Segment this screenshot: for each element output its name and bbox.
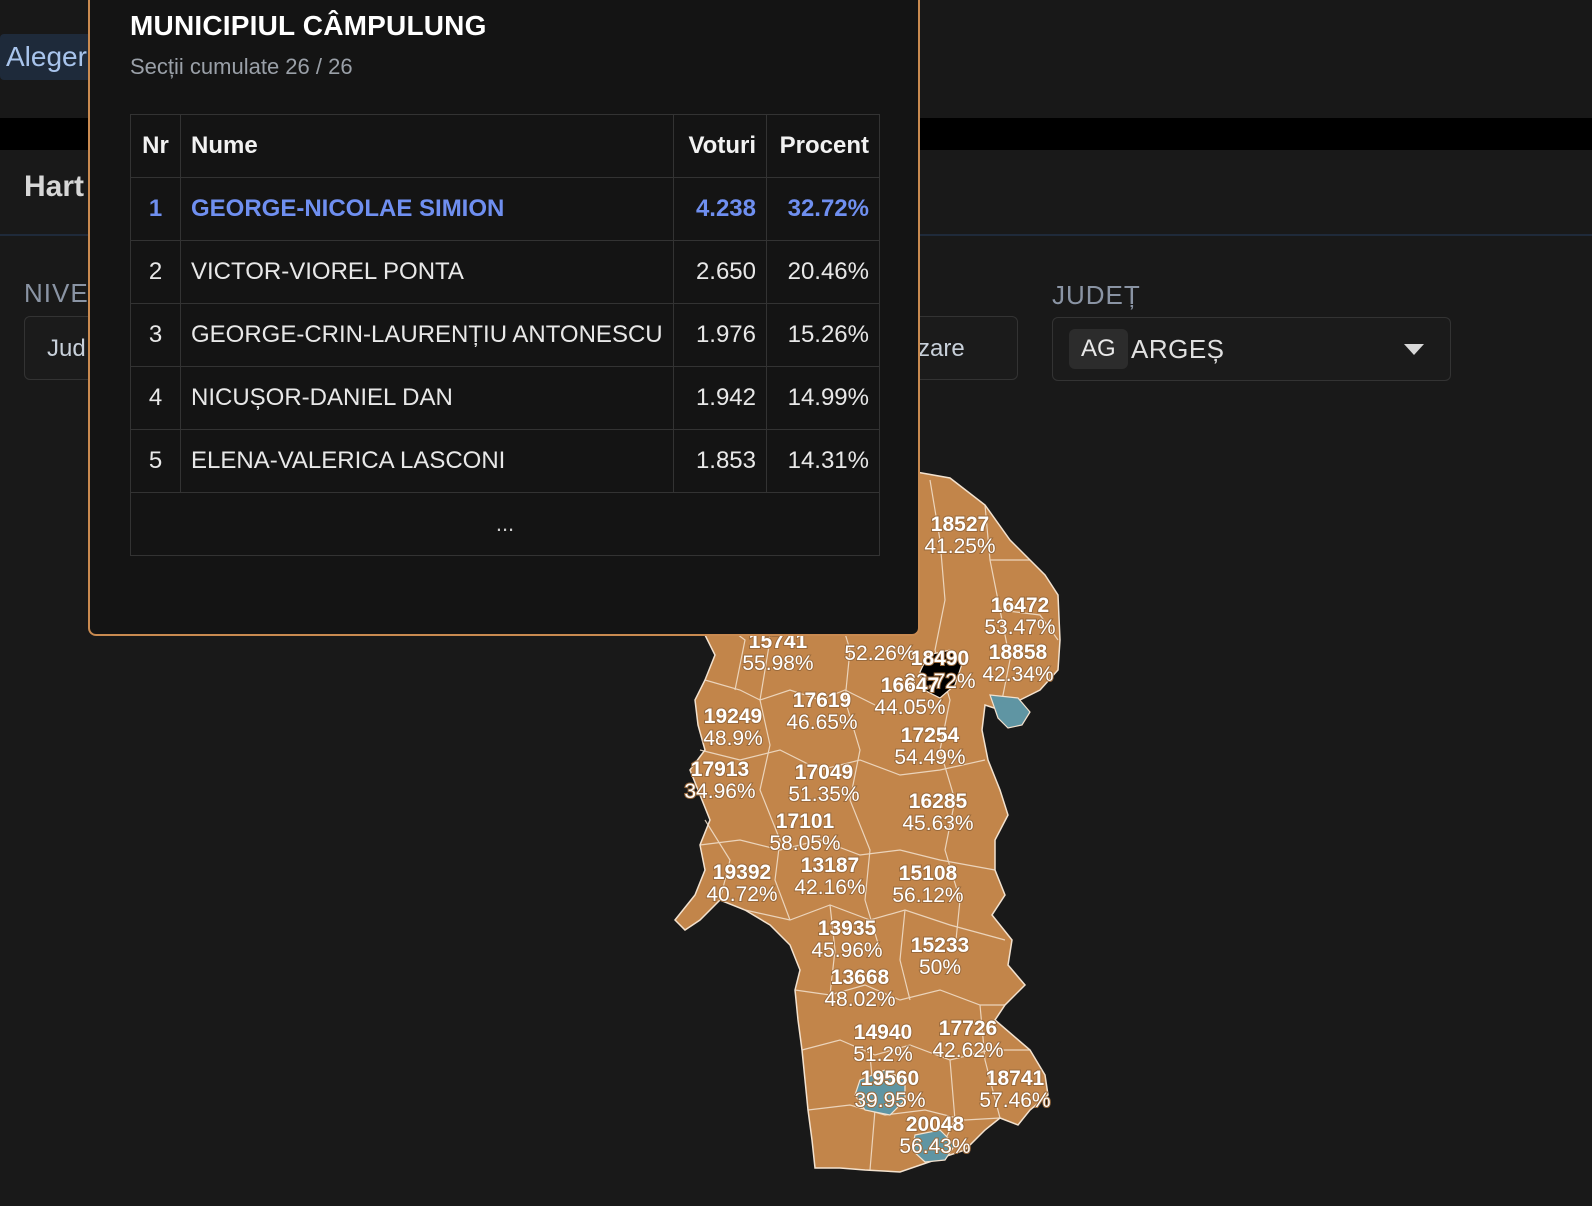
judet-name: ARGEȘ — [1131, 334, 1225, 364]
tooltip-subtitle: Secții cumulate 26 / 26 — [130, 54, 353, 79]
chevron-down-icon — [1404, 344, 1424, 355]
table-row: 4 NICUȘOR-DANIEL DAN 1.942 14.99% — [130, 366, 880, 430]
row-votes: 4.238 — [673, 177, 767, 241]
row-name: GEORGE-NICOLAE SIMION — [180, 177, 674, 241]
more-rows-indicator: ... — [130, 492, 880, 556]
row-name: VICTOR-VIOREL PONTA — [180, 240, 674, 304]
row-nr: 5 — [130, 429, 181, 493]
column-header-nume: Nume — [180, 114, 674, 178]
nivel-label: NIVE — [24, 278, 89, 308]
row-votes: 1.853 — [673, 429, 767, 493]
results-table: Nr Nume Voturi Procent 1 GEORGE-NICOLAE … — [130, 114, 880, 556]
map-region-blue-south-1[interactable] — [854, 1069, 906, 1116]
row-votes: 2.650 — [673, 240, 767, 304]
row-name: NICUȘOR-DANIEL DAN — [180, 366, 674, 430]
row-votes: 1.942 — [673, 366, 767, 430]
row-votes: 1.976 — [673, 303, 767, 367]
results-tooltip: MUNICIPIUL CÂMPULUNG Secții cumulate 26 … — [88, 0, 920, 636]
table-header-row: Nr Nume Voturi Procent — [130, 114, 880, 178]
table-row: 3 GEORGE-CRIN-LAURENȚIU ANTONESCU 1.976 … — [130, 303, 880, 367]
row-nr: 1 — [130, 177, 181, 241]
tooltip-title: MUNICIPIUL CÂMPULUNG — [130, 10, 487, 41]
map-region-blue-south-2[interactable] — [911, 1129, 956, 1163]
column-header-voturi: Voturi — [673, 114, 767, 178]
row-pct: 32.72% — [766, 177, 880, 241]
row-name: GEORGE-CRIN-LAURENȚIU ANTONESCU — [180, 303, 674, 367]
map-region-blue-north[interactable] — [989, 694, 1031, 729]
judet-select[interactable]: AG ARGEȘ — [1052, 317, 1451, 381]
column-header-procent: Procent — [766, 114, 880, 178]
row-name: ELENA-VALERICA LASCONI — [180, 429, 674, 493]
row-pct: 20.46% — [766, 240, 880, 304]
row-nr: 2 — [130, 240, 181, 304]
row-nr: 3 — [130, 303, 181, 367]
section-title: Hart — [24, 170, 85, 203]
judet-code-badge: AG — [1069, 329, 1128, 369]
judet-label: JUDEȚ — [1052, 280, 1141, 310]
column-header-nr: Nr — [130, 114, 181, 178]
table-row-more: ... — [130, 492, 880, 556]
table-row: 5 ELENA-VALERICA LASCONI 1.853 14.31% — [130, 429, 880, 493]
row-pct: 15.26% — [766, 303, 880, 367]
table-row: 1 GEORGE-NICOLAE SIMION 4.238 32.72% — [130, 177, 880, 241]
row-pct: 14.99% — [766, 366, 880, 430]
map-region-selected[interactable] — [919, 649, 963, 699]
row-nr: 4 — [130, 366, 181, 430]
row-pct: 14.31% — [766, 429, 880, 493]
table-row: 2 VICTOR-VIOREL PONTA 2.650 20.46% — [130, 240, 880, 304]
